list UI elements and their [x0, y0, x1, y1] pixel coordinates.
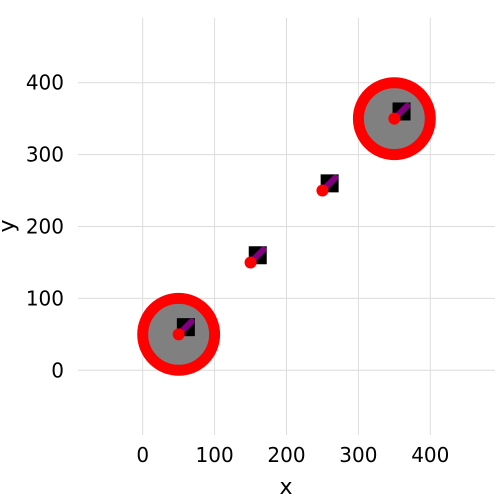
x-tick-labels: 0 100 200 300 400 [136, 443, 449, 467]
y-tick-label: 100 [26, 286, 64, 310]
y-tick-label: 0 [51, 358, 64, 382]
data-point [388, 112, 401, 125]
data-point [172, 328, 185, 341]
x-tick-label: 300 [339, 443, 377, 467]
y-tick-label: 200 [26, 215, 64, 239]
x-tick-label: 0 [136, 443, 149, 467]
y-tick-label: 300 [26, 143, 64, 167]
grid [78, 18, 495, 435]
y-tick-labels: 0 100 200 300 400 [26, 71, 64, 383]
x-tick-label: 200 [267, 443, 305, 467]
x-axis-label: x [279, 475, 292, 500]
data-point [244, 256, 257, 269]
data-point [316, 184, 329, 197]
x-tick-label: 100 [196, 443, 234, 467]
x-tick-label: 400 [411, 443, 449, 467]
y-axis-label: y [0, 219, 20, 232]
data-points [172, 112, 401, 341]
y-tick-label: 400 [26, 71, 64, 95]
